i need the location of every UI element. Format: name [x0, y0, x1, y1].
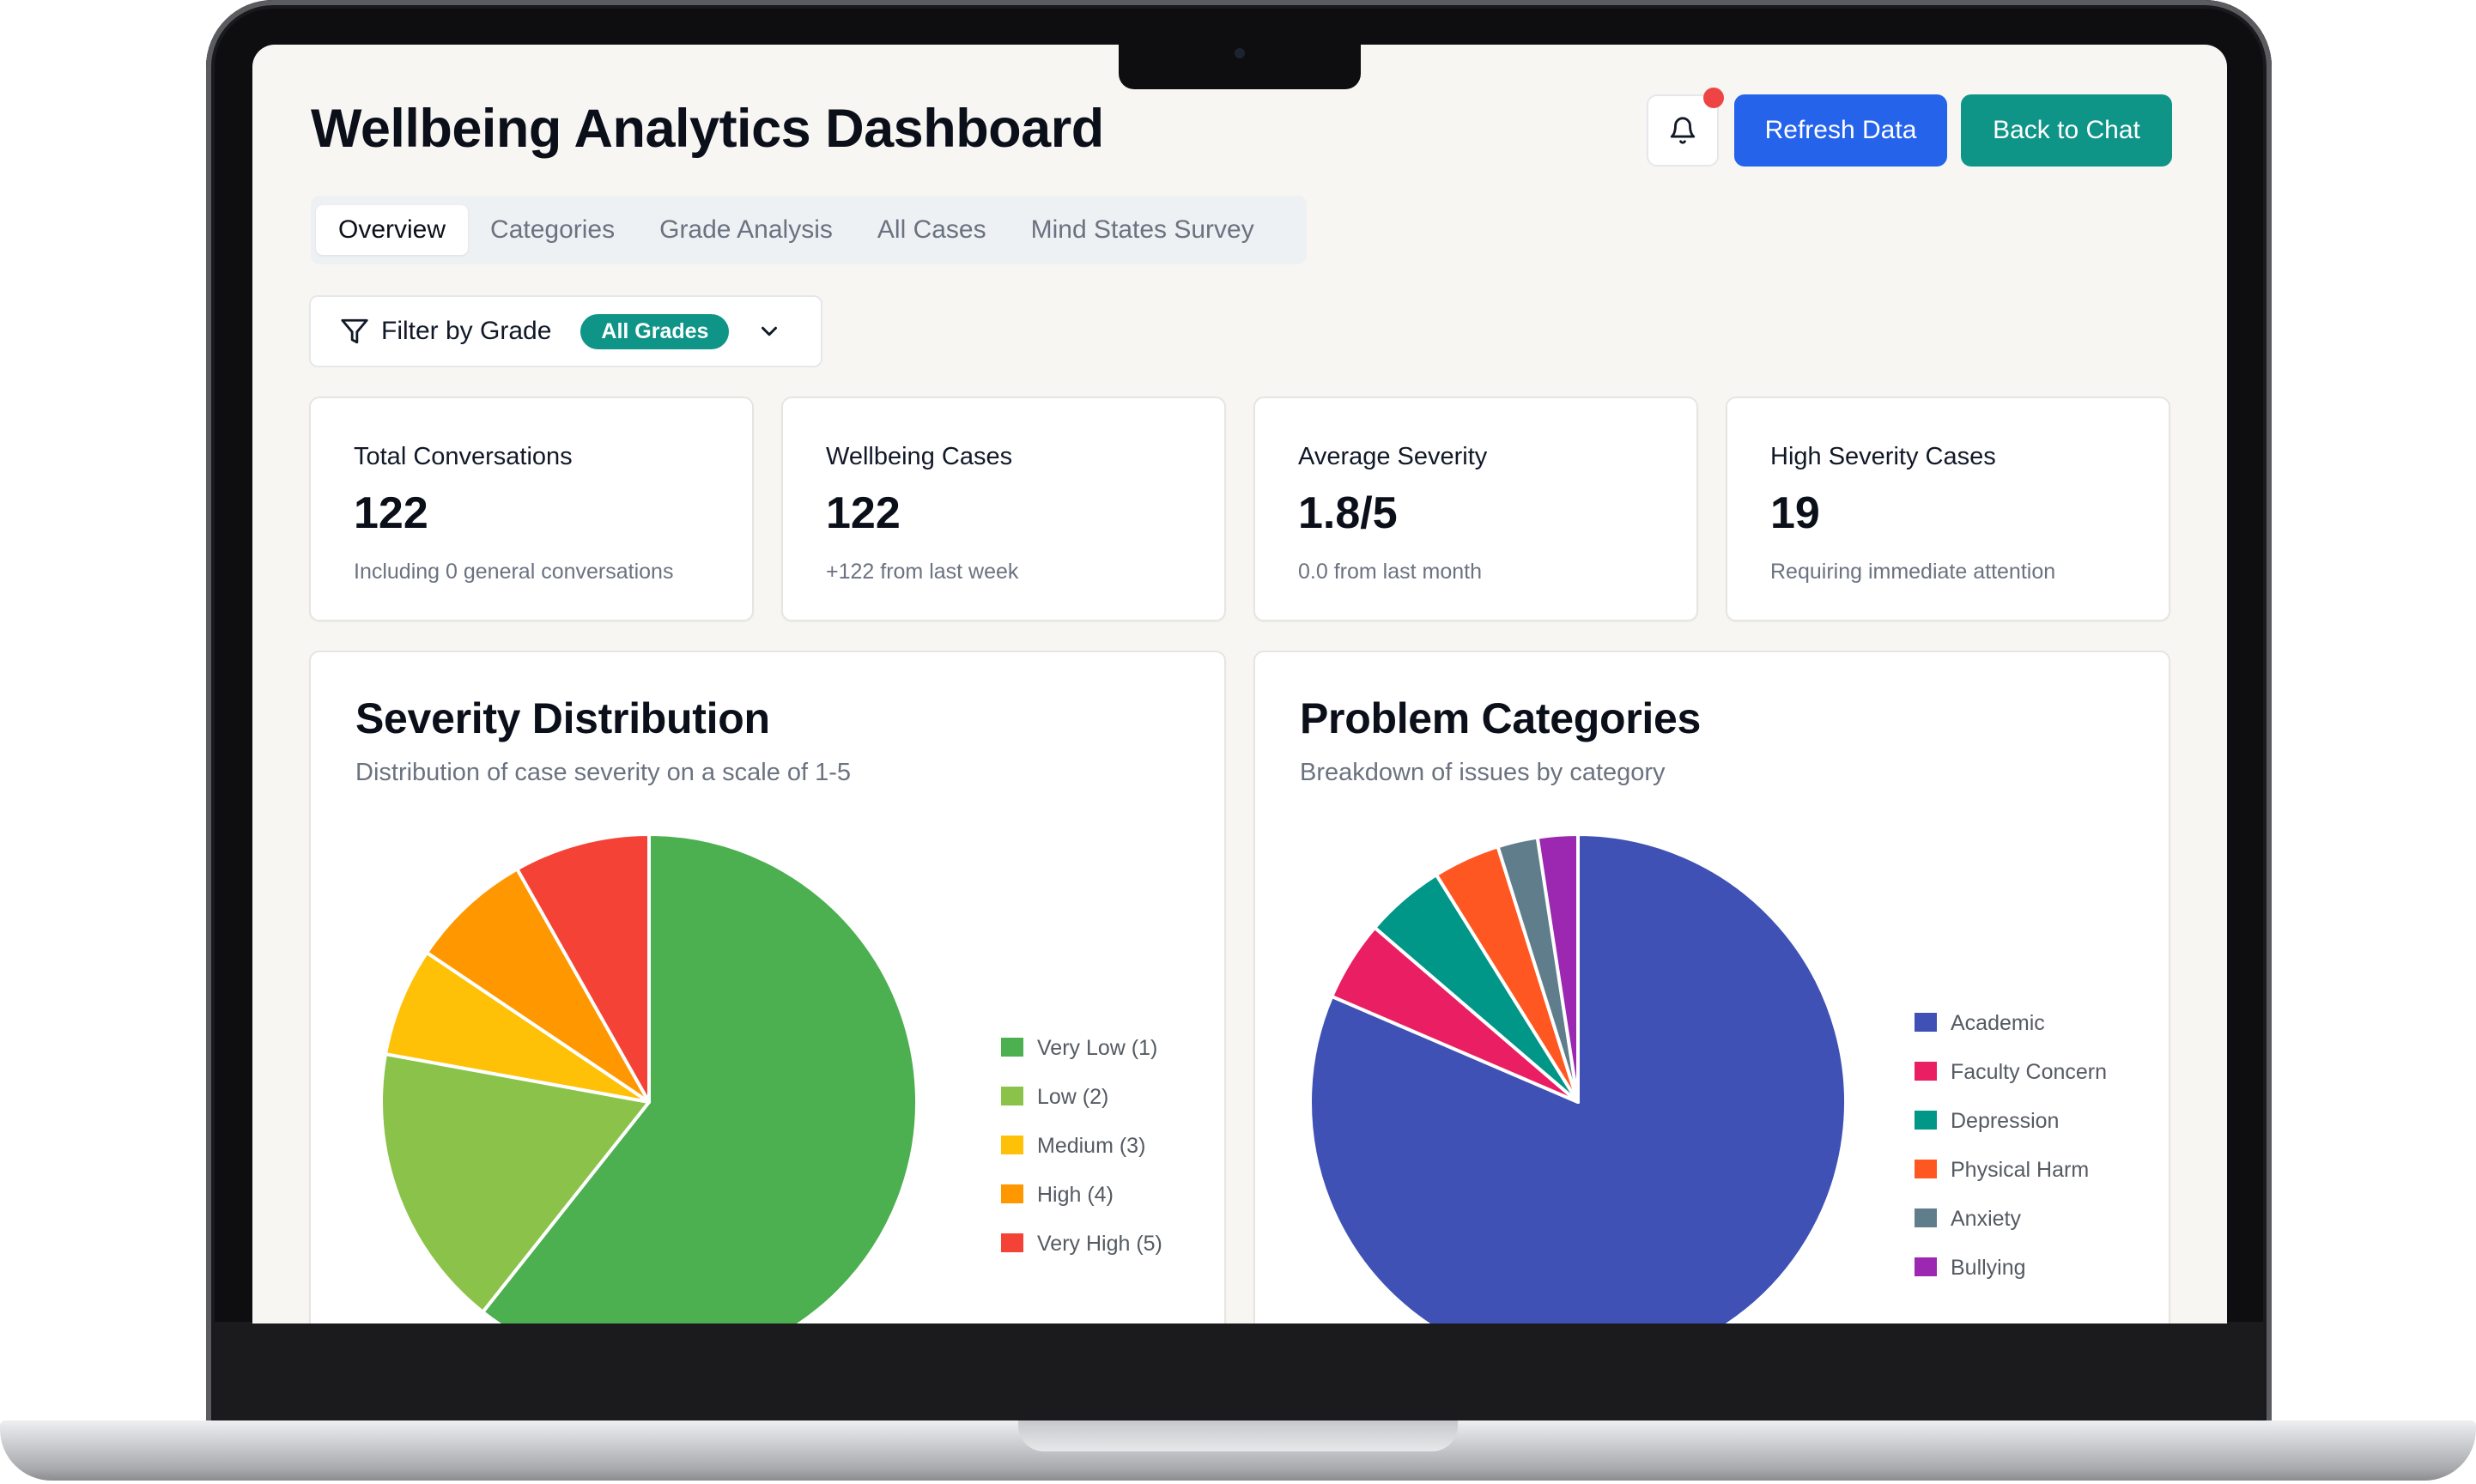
- tab-bar: Overview Categories Grade Analysis All C…: [311, 196, 1307, 264]
- notifications-button[interactable]: [1647, 94, 1719, 167]
- problem-categories-card: Academic Faculty Concern Depression Physica…: [1253, 651, 2170, 1323]
- legend-label-3[interactable]: High (4): [1037, 1183, 1114, 1207]
- legend-swatch-2: [1001, 1136, 1023, 1154]
- legend-swatch-1: [1001, 1087, 1023, 1105]
- chart-title: Severity Distribution: [355, 694, 770, 742]
- legend-label-4[interactable]: Anxiety: [1951, 1207, 2021, 1231]
- app-screen: Wellbeing Analytics Dashboard Refresh Da…: [252, 45, 2227, 1323]
- legend-swatch-3: [1915, 1160, 1937, 1178]
- pie-slice-5[interactable]: [1535, 833, 1580, 1104]
- stat-card-wellbeing-cases: Wellbeing Cases 122 +122 from last week: [781, 397, 1226, 621]
- stat-card-average-severity: Average Severity 1.8/5 0.0 from last mon…: [1253, 397, 1698, 621]
- camera-icon: [1235, 48, 1245, 58]
- stat-value: 19: [1770, 488, 1820, 538]
- stat-card-total-conversations: Total Conversations 122 Including 0 gene…: [309, 397, 754, 621]
- stat-value: 122: [826, 488, 901, 538]
- severity-distribution-card: Very Low (1) Low (2) Medium (3) High (4) Ver…: [309, 651, 1226, 1323]
- laptop-bezel-bottom: [215, 1322, 2263, 1423]
- legend-swatch-4: [1915, 1208, 1937, 1227]
- bell-icon: [1670, 117, 1696, 144]
- tab-all-cases[interactable]: All Cases: [877, 215, 986, 244]
- chevron-down-icon: [762, 326, 778, 336]
- legend-label-1[interactable]: Low (2): [1037, 1085, 1108, 1109]
- pie-slice-0[interactable]: [481, 833, 919, 1323]
- tab-categories[interactable]: Categories: [490, 215, 616, 244]
- legend-label-0[interactable]: Very Low (1): [1037, 1036, 1157, 1060]
- grade-filter-dropdown[interactable]: Filter by Grade All Grades: [309, 295, 822, 367]
- legend-swatch-0: [1001, 1038, 1023, 1057]
- pie-slice-4[interactable]: [515, 833, 651, 1104]
- pie-slice-2[interactable]: [384, 950, 651, 1104]
- legend-label-4[interactable]: Very High (5): [1037, 1232, 1162, 1256]
- camera-notch: [1119, 41, 1361, 89]
- stat-value: 1.8/5: [1298, 488, 1398, 538]
- legend-label-5[interactable]: Bullying: [1951, 1256, 2026, 1280]
- stat-subtext: 0.0 from last month: [1298, 560, 1482, 584]
- stat-label: High Severity Cases: [1770, 443, 1996, 470]
- stat-value: 122: [354, 488, 428, 538]
- stat-card-high-severity-cases: High Severity Cases 19 Requiring immedia…: [1726, 397, 2170, 621]
- page-title: Wellbeing Analytics Dashboard: [311, 99, 1104, 159]
- legend-swatch-1: [1915, 1062, 1937, 1081]
- pie-slice-0[interactable]: [1308, 833, 1848, 1323]
- grade-badge: All Grades: [580, 313, 730, 349]
- stat-label: Wellbeing Cases: [826, 443, 1013, 470]
- stat-label: Total Conversations: [354, 443, 573, 470]
- legend-swatch-4: [1001, 1233, 1023, 1252]
- stat-subtext: +122 from last week: [826, 560, 1019, 584]
- filter-icon: [341, 318, 368, 344]
- stat-label: Average Severity: [1298, 443, 1488, 470]
- refresh-data-button[interactable]: Refresh Data: [1734, 94, 1947, 167]
- legend-label-2[interactable]: Depression: [1951, 1109, 2059, 1133]
- stat-subtext: Requiring immediate attention: [1770, 560, 2056, 584]
- chart-subtitle: Distribution of case severity on a scale…: [355, 759, 852, 786]
- chart-subtitle: Breakdown of issues by category: [1300, 759, 1666, 786]
- pie-slice-3[interactable]: [425, 867, 651, 1104]
- legend-swatch-2: [1915, 1111, 1937, 1130]
- legend-label-3[interactable]: Physical Harm: [1951, 1158, 2089, 1182]
- laptop-base-notch: [1018, 1420, 1458, 1451]
- notification-badge: [1703, 88, 1724, 108]
- tab-overview[interactable]: Overview: [316, 205, 469, 255]
- tab-mind-states-survey[interactable]: Mind States Survey: [1030, 215, 1254, 244]
- legend-label-2[interactable]: Medium (3): [1037, 1134, 1145, 1158]
- legend-swatch-5: [1915, 1257, 1937, 1276]
- stat-subtext: Including 0 general conversations: [354, 560, 674, 584]
- pie-slice-1[interactable]: [379, 1052, 651, 1314]
- legend-swatch-0: [1915, 1013, 1937, 1032]
- legend-label-0[interactable]: Academic: [1951, 1011, 2045, 1035]
- back-to-chat-button[interactable]: Back to Chat: [1961, 94, 2172, 167]
- filter-label: Filter by Grade: [381, 317, 552, 345]
- categories-pie-chart: Academic Faculty Concern Depression Physica…: [1308, 833, 2107, 1323]
- legend-label-1[interactable]: Faculty Concern: [1951, 1060, 2107, 1084]
- severity-pie-chart: Very Low (1) Low (2) Medium (3) High (4) Ver…: [379, 833, 1162, 1323]
- tab-grade-analysis[interactable]: Grade Analysis: [659, 215, 833, 244]
- legend-swatch-3: [1001, 1184, 1023, 1203]
- chart-title: Problem Categories: [1300, 694, 1701, 742]
